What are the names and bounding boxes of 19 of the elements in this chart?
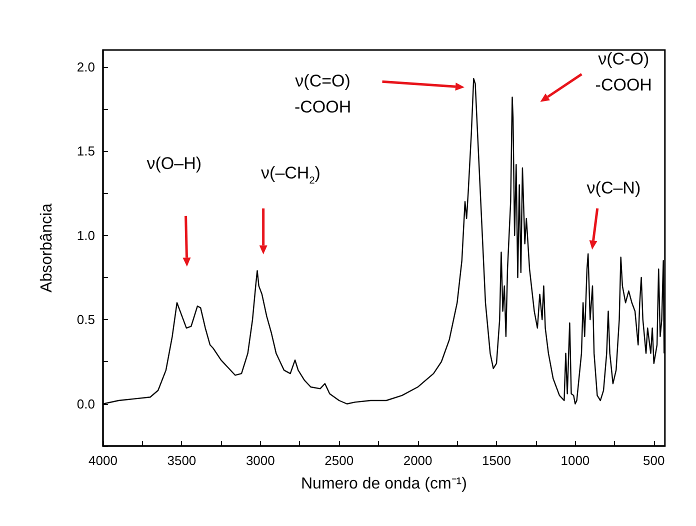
y-tick-label: 1.0 [76,228,95,243]
y-tick-label: 0.0 [76,396,95,412]
annotation: ν(C-O) -COOH [595,50,652,95]
annotation: ν(O–H) [146,154,202,173]
y-axis-title: Absorbância [38,203,56,292]
x-tick-label: 3500 [167,453,196,468]
x-tick-label: 3000 [246,453,275,468]
y-tick-label: 2.0 [76,59,95,74]
x-tick-label: 2000 [403,453,432,468]
y-tick-label: 1.5 [76,144,95,159]
x-tick-label: 1000 [560,453,590,468]
y-tick-label: 0.5 [76,312,95,328]
annotation: ν(C=O) -COOH [294,71,352,116]
x-axis-title: Numero de onda (cm⁻¹) [300,476,467,492]
x-tick-label: 1500 [482,453,511,468]
x-tick-label: 2500 [324,453,354,468]
x-tick-label: 500 [643,453,665,468]
annotation: ν(C–N) [586,178,641,198]
x-tick-label: 4000 [88,453,118,468]
